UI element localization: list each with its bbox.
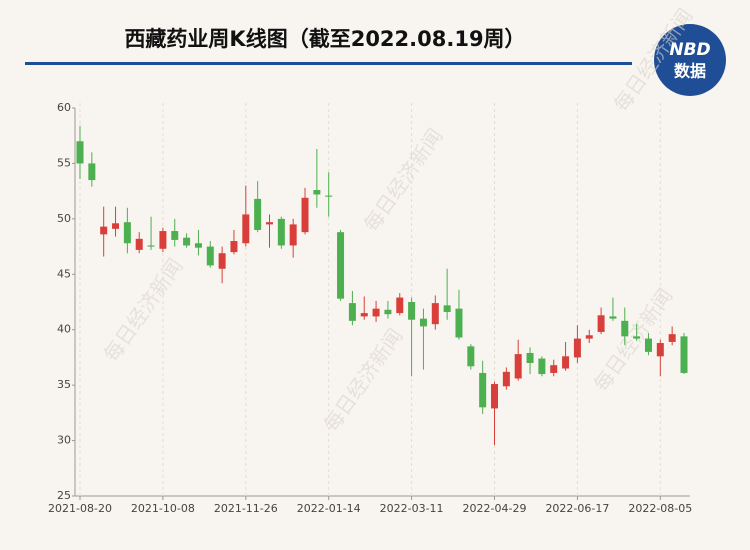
candle-body — [112, 223, 120, 229]
y-tick-label: 55 — [57, 156, 71, 169]
logo-bottom: 数据 — [674, 62, 706, 81]
candle-body — [633, 336, 641, 339]
candle-body — [609, 316, 617, 319]
logo — [654, 24, 726, 96]
chart-title: 西藏药业周K线图（截至2022.08.19周） — [124, 27, 525, 51]
candle-body — [230, 241, 238, 253]
candle-body — [254, 198, 262, 230]
x-tick-label: 2021-10-08 — [131, 502, 195, 515]
candle-body — [265, 222, 273, 225]
candle-body — [597, 315, 605, 332]
x-tick-label: 2022-01-14 — [297, 502, 361, 515]
candle-body — [337, 232, 345, 299]
candle-body — [159, 231, 167, 249]
candle-body — [313, 190, 321, 195]
candle-body — [277, 218, 285, 246]
candle-body — [514, 354, 522, 379]
x-tick-label: 2022-04-29 — [463, 502, 527, 515]
candle-body — [526, 352, 534, 363]
candle-body — [289, 224, 297, 246]
candle-body — [550, 365, 558, 373]
x-tick-label: 2022-03-11 — [380, 502, 444, 515]
candle-body — [147, 245, 155, 247]
y-tick-label: 60 — [57, 101, 71, 114]
candle-body — [680, 336, 688, 373]
candle-body — [455, 308, 463, 338]
candle-body — [562, 356, 570, 369]
candle-body — [621, 320, 629, 337]
candle-body — [218, 253, 226, 269]
candle-body — [360, 313, 368, 317]
candle-body — [325, 195, 333, 197]
candle-body — [419, 318, 427, 327]
y-tick-label: 25 — [57, 489, 71, 502]
candle-body — [183, 237, 191, 246]
x-tick-label: 2022-08-05 — [628, 502, 692, 515]
candle-body — [384, 309, 392, 315]
candle-body — [194, 243, 202, 248]
y-tick-label: 50 — [57, 212, 71, 225]
y-tick-label: 35 — [57, 378, 71, 391]
title-underline — [25, 62, 632, 65]
candle-body — [88, 163, 96, 181]
candle-body — [242, 214, 250, 244]
candle-body — [135, 238, 143, 250]
candle-body — [644, 338, 652, 352]
y-tick-label: 40 — [57, 323, 71, 336]
candle-body — [431, 303, 439, 325]
candle-body — [443, 305, 451, 312]
y-tick-label: 30 — [57, 434, 71, 447]
candle-body — [123, 222, 131, 244]
y-tick-label: 45 — [57, 267, 71, 280]
candle-body — [538, 358, 546, 375]
candle-body — [171, 231, 179, 240]
candle-body — [573, 338, 581, 358]
candle-body — [76, 141, 84, 164]
x-tick-label: 2022-06-17 — [545, 502, 609, 515]
candle-body — [100, 226, 108, 235]
candle-body — [502, 371, 510, 387]
logo-top: NBD — [669, 40, 710, 60]
candle-body — [408, 302, 416, 320]
candle-body — [372, 308, 380, 317]
candle-body — [668, 334, 676, 342]
candle-body — [479, 372, 487, 408]
candle-body — [585, 335, 593, 339]
candle-body — [396, 297, 404, 314]
candle-body — [467, 346, 475, 367]
candle-body — [348, 303, 356, 321]
candle-body — [656, 343, 664, 357]
x-tick-label: 2021-08-20 — [48, 502, 112, 515]
candle-body — [491, 384, 499, 409]
candle-body — [206, 246, 214, 266]
candle-body — [301, 197, 309, 233]
x-tick-label: 2021-11-26 — [214, 502, 278, 515]
